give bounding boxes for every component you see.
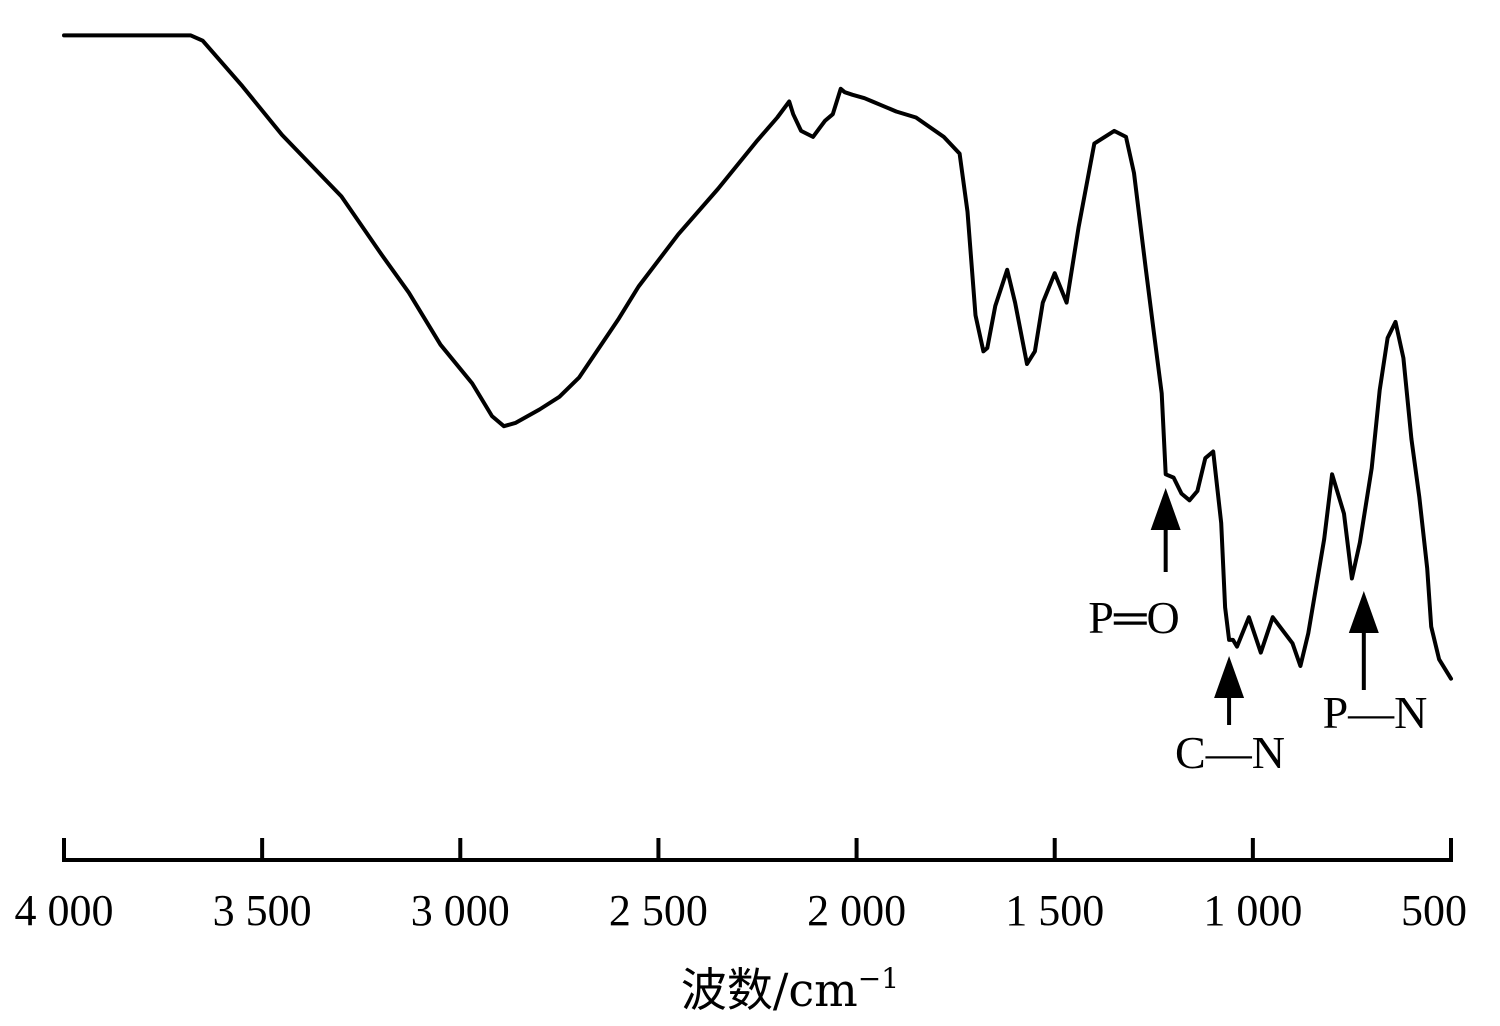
annotation-arrow-head [1348, 591, 1379, 633]
band-annotation: P═O [1088, 488, 1181, 643]
x-tick-label: 2 500 [609, 886, 708, 935]
annotation-label: P═O [1088, 592, 1179, 643]
x-axis-title-superscript: −1 [858, 962, 899, 995]
spectrum-line [62, 33, 1453, 681]
x-tick-label: 3 500 [213, 886, 312, 935]
x-axis-ticks: 4 000 3 500 3 000 2 500 2 000 1 500 1 000 500 [15, 838, 1467, 935]
x-tick-label: 4 000 [15, 886, 114, 935]
band-annotation: C—N [1175, 656, 1285, 778]
annotation-arrow-head [1150, 488, 1181, 530]
annotation-label: C—N [1175, 727, 1285, 778]
x-tick-label: 3 000 [411, 886, 510, 935]
band-annotations: P═O C—N P—N [1088, 488, 1427, 778]
x-axis-title-text: 波数/cm [681, 963, 858, 1017]
x-axis-title: 波数/cm−1 [681, 962, 899, 1017]
annotation-label: P—N [1323, 687, 1428, 738]
x-tick-label: 1 000 [1203, 886, 1302, 935]
x-tick-label: 1 500 [1005, 886, 1104, 935]
band-annotation: P—N [1323, 591, 1428, 738]
annotation-arrow-head [1214, 656, 1245, 698]
x-tick-label: 2 000 [807, 886, 906, 935]
x-tick-label: 500 [1401, 886, 1467, 935]
